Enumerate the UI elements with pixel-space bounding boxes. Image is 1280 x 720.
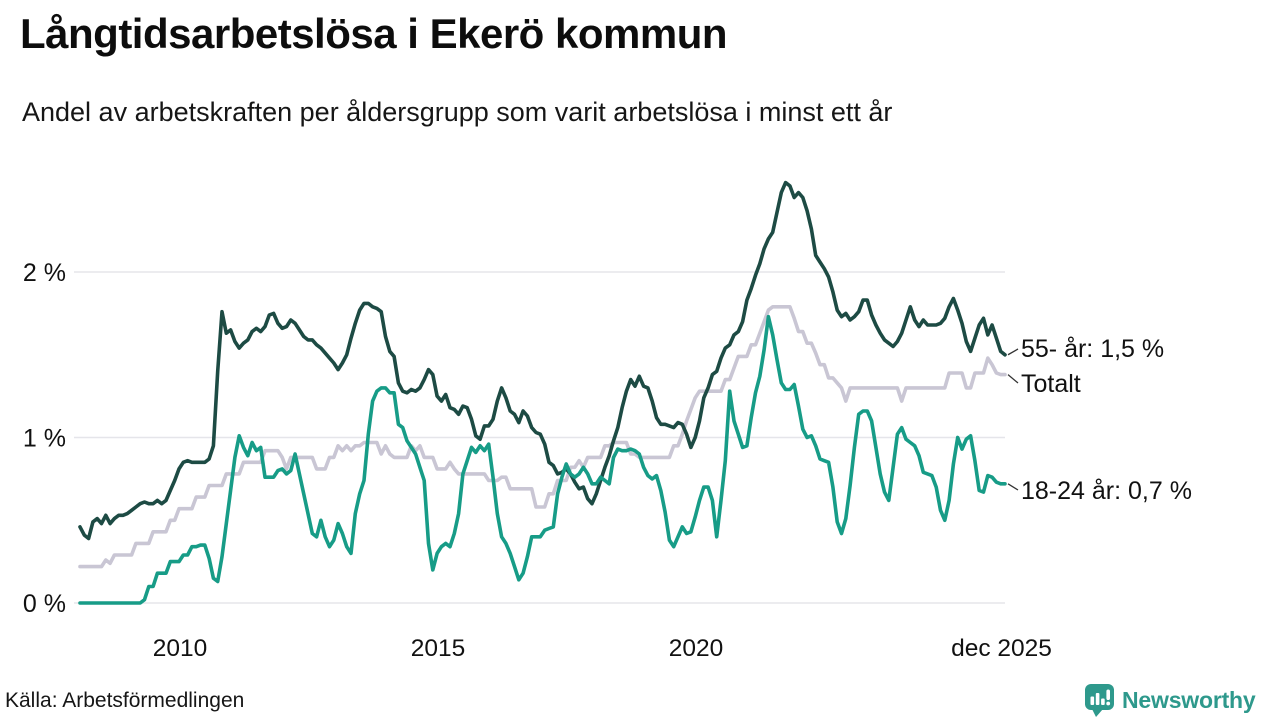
- y-tick-label: 2 %: [23, 259, 66, 287]
- source-credit: Källa: Arbetsförmedlingen: [5, 689, 245, 712]
- series-line-18-24år: [78, 314, 1007, 605]
- x-tick-label: 2010: [153, 635, 208, 662]
- series-end-label-18-24: 18-24 år: 0,7 %: [1021, 477, 1192, 505]
- series-end-label-55: 55- år: 1,5 %: [1021, 335, 1165, 363]
- series-line-55-år: [78, 180, 1007, 541]
- y-tick-label: 1 %: [23, 425, 66, 453]
- label-connector: [1007, 483, 1019, 491]
- series-end-label-totalt: Totalt: [1021, 370, 1081, 398]
- chart-title: Långtidsarbetslösa i Ekerö kommun: [20, 10, 728, 57]
- x-tick-label: dec 2025: [951, 635, 1052, 662]
- x-tick-label: 2015: [411, 635, 466, 662]
- label-connector: [1007, 374, 1019, 384]
- newsworthy-logo-icon: [1085, 684, 1114, 717]
- label-connector: [1007, 348, 1019, 356]
- chart-subtitle: Andel av arbetskraften per åldersgrupp s…: [22, 97, 893, 127]
- newsworthy-logo-text: Newsworthy: [1122, 686, 1256, 713]
- newsworthy-logo: Newsworthy: [1084, 683, 1256, 717]
- x-tick-label: 2020: [669, 635, 724, 662]
- y-tick-label: 0 %: [23, 590, 66, 618]
